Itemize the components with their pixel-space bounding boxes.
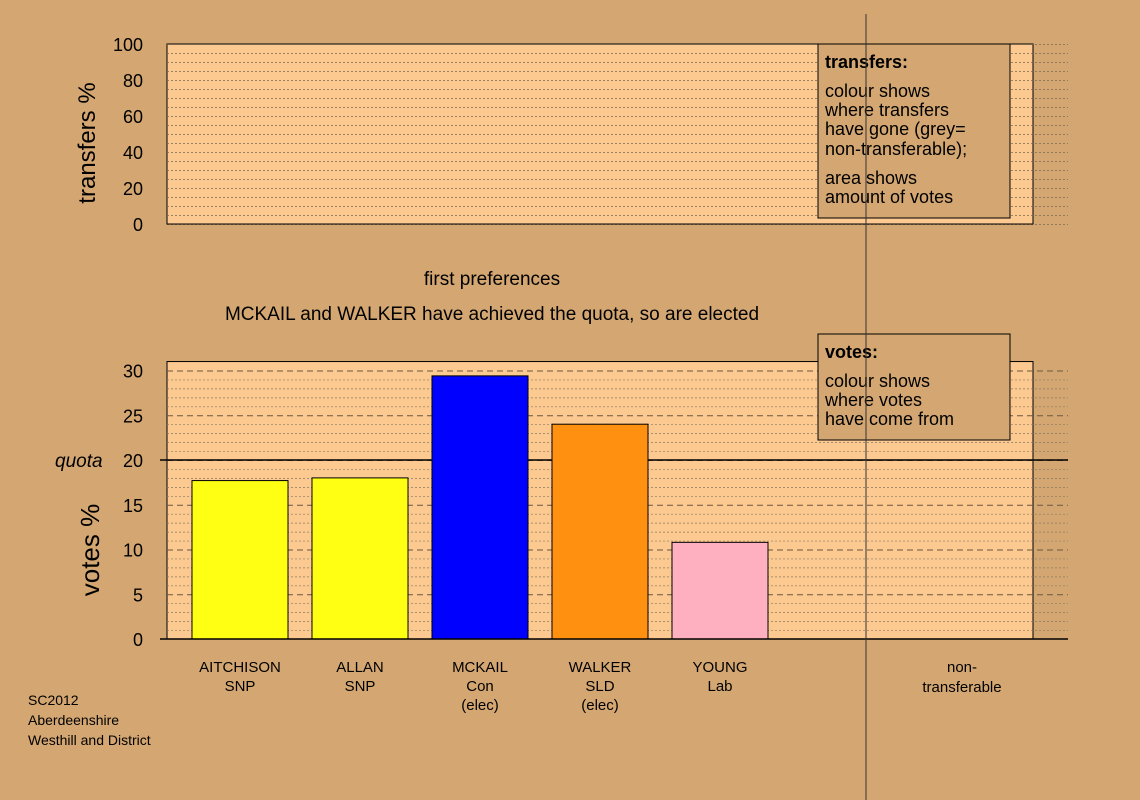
footer-line: SC2012 <box>28 692 79 708</box>
nontransferable-label: transferable <box>922 679 1001 696</box>
transfers-legend-line: have gone (grey= <box>825 119 966 139</box>
category-label: ALLAN <box>336 659 384 676</box>
category-label: SNP <box>345 678 376 695</box>
category-label: SLD <box>585 678 614 695</box>
transfers-tick-label: 100 <box>113 35 143 55</box>
transfers-tick-label: 60 <box>123 107 143 127</box>
transfers-legend-line: area shows <box>825 168 917 188</box>
bar-aitchison <box>191 480 289 640</box>
transfers-legend-line: where transfers <box>824 100 949 120</box>
transfers-legend-heading: transfers: <box>825 52 908 72</box>
transfers-legend-line: non-transferable); <box>825 139 967 159</box>
votes-tick-label: 20 <box>123 451 143 471</box>
votes-legend-heading: votes: <box>825 342 878 362</box>
transfers-tick-label: 40 <box>123 143 143 163</box>
bar-mckail <box>431 375 529 640</box>
category-label: YOUNG <box>692 659 747 676</box>
category-label: (elec) <box>461 697 499 714</box>
category-label: Lab <box>707 678 732 695</box>
votes-legend-line: colour shows <box>825 371 930 391</box>
bar-allan <box>311 477 409 640</box>
category-label: (elec) <box>581 697 619 714</box>
nontransferable-label: non- <box>947 659 977 676</box>
category-label: AITCHISON <box>199 659 281 676</box>
quota-label: quota <box>55 451 103 472</box>
votes-tick-label: 10 <box>123 541 143 561</box>
votes-tick-label: 25 <box>123 406 143 426</box>
chart-subtitle: MCKAIL and WALKER have achieved the quot… <box>225 304 759 325</box>
transfers-axis-label: transfers % <box>74 82 101 203</box>
bar-young <box>671 541 769 640</box>
category-label: Con <box>466 678 494 695</box>
transfers-legend-box: transfers: colour shows where transfers … <box>817 43 1011 219</box>
votes-legend-line: have come from <box>825 409 954 429</box>
category-label: MCKAIL <box>452 659 508 676</box>
transfers-tick-label: 80 <box>123 71 143 91</box>
votes-tick-label: 0 <box>133 630 143 650</box>
votes-legend-box: votes: colour shows where votes have com… <box>817 333 1011 441</box>
transfers-tick-label: 20 <box>123 179 143 199</box>
footer-line: Aberdeenshire <box>28 712 120 728</box>
votes-axis-label: votes % <box>75 504 105 597</box>
transfers-legend-line: amount of votes <box>825 187 953 207</box>
footer-line: Westhill and District <box>28 732 151 748</box>
votes-tick-label: 15 <box>123 496 143 516</box>
footer-caption: SC2012 Aberdeenshire Westhill and Distri… <box>28 690 151 750</box>
bar-walker <box>551 423 649 640</box>
category-label: SNP <box>225 678 256 695</box>
votes-tick-label: 5 <box>133 585 143 605</box>
category-label: WALKER <box>569 659 632 676</box>
votes-tick-label: 30 <box>123 362 143 382</box>
votes-legend-line: where votes <box>824 390 922 410</box>
transfers-legend-line: colour shows <box>825 81 930 101</box>
chart-title: first preferences <box>424 269 560 290</box>
transfers-tick-label: 0 <box>133 215 143 235</box>
